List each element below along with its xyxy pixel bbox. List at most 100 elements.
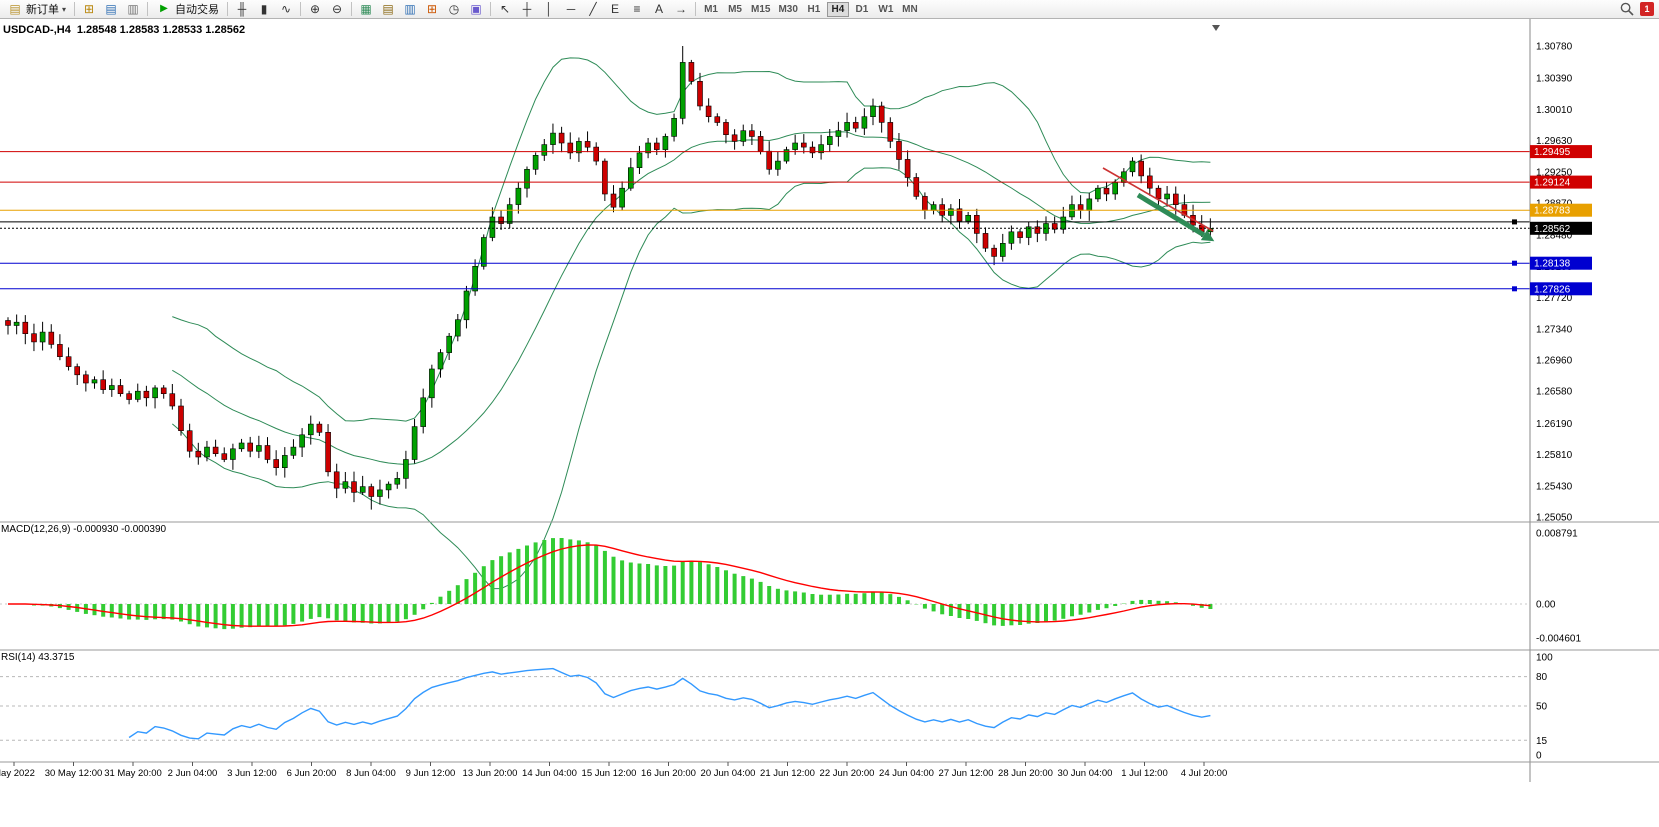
market-watch-button[interactable]: ▥: [122, 1, 144, 18]
zoom-out-icon: ⊖: [331, 2, 343, 16]
horizontal-levels[interactable]: [0, 151, 1530, 292]
price-axis[interactable]: 1.307801.303901.300101.296301.292501.288…: [1530, 42, 1592, 762]
crosshair-button[interactable]: ┼: [516, 1, 538, 18]
candle-body: [576, 141, 582, 154]
timeframe-m15-button[interactable]: M15: [748, 2, 773, 17]
level-line-handle[interactable]: [1512, 286, 1517, 292]
chart-symbol-period: USDCAD-,H4: [3, 24, 71, 36]
candle-body: [463, 290, 470, 321]
time-axis-label: 27 Jun 12:00: [939, 768, 994, 779]
macd-histogram-bar: [239, 604, 244, 628]
level-line-handle[interactable]: [1512, 260, 1517, 266]
macd-histogram-bar: [784, 590, 789, 604]
macd-histogram-bar: [438, 596, 443, 604]
timeframe-h1-button[interactable]: H1: [803, 2, 825, 17]
candle-body: [532, 155, 539, 170]
price-axis-label: 1.26190: [1536, 419, 1573, 430]
add-chart-button[interactable]: ⊞: [421, 1, 443, 18]
candle-body: [1008, 231, 1015, 244]
macd-histogram-bar: [948, 604, 953, 616]
zoom-out-button[interactable]: ⊖: [326, 1, 348, 18]
arrows-button[interactable]: →: [670, 1, 692, 18]
timeframe-m5-button[interactable]: M5: [724, 2, 746, 17]
candle-body: [351, 481, 357, 493]
profiles-button[interactable]: ▤: [100, 1, 122, 18]
candle-body: [264, 445, 271, 460]
macd-histogram-bar: [888, 594, 893, 604]
candle-body: [1017, 231, 1023, 238]
time-axis-label: 4 Jul 20:00: [1181, 768, 1227, 779]
vertical-line-button[interactable]: │: [538, 1, 560, 18]
candle-body: [1138, 160, 1144, 177]
price-axis-label: 1.27340: [1536, 324, 1573, 335]
indicators-icon: ▤: [382, 2, 394, 16]
annotations[interactable]: [1102, 167, 1215, 242]
timeframe-mn-button[interactable]: MN: [899, 2, 921, 17]
candle-body: [999, 243, 1006, 257]
time-axis-label: 22 Jun 20:00: [820, 768, 875, 779]
template-button[interactable]: ▣: [465, 1, 487, 18]
candle-body: [333, 471, 340, 489]
chart-canvas[interactable]: 1.307801.303901.300101.296301.292501.288…: [0, 19, 1659, 782]
candle-body: [1069, 204, 1075, 218]
candle-body: [1051, 223, 1058, 230]
candlestick-button[interactable]: ▮: [253, 1, 275, 18]
candle-body: [948, 208, 954, 216]
line-chart-button[interactable]: ∿: [275, 1, 297, 18]
macd-indicator-label: MACD(12,26,9) -0.000930 -0.000390: [1, 524, 166, 535]
level-line-handle[interactable]: [1512, 219, 1517, 225]
channel-icon: E: [611, 2, 620, 16]
rsi-axis-label: 100: [1536, 653, 1553, 664]
timeframe-m1-button[interactable]: M1: [700, 2, 722, 17]
macd-histogram-bar: [940, 604, 945, 615]
candle-body: [852, 122, 859, 129]
price-axis-label: 1.26580: [1536, 387, 1573, 398]
new-order-button[interactable]: ▤ 新订单 ▾: [2, 1, 71, 18]
macd-histogram-bar: [256, 604, 261, 627]
time-axis-label: 15 Jun 12:00: [582, 768, 637, 779]
horizontal-line-button[interactable]: ─: [560, 1, 582, 18]
candle-body: [602, 160, 608, 195]
tile-windows-button[interactable]: ▦: [355, 1, 377, 18]
new-chart-button[interactable]: ⊞: [78, 1, 100, 18]
time-axis-label: 24 Jun 04:00: [879, 768, 934, 779]
trendline-button[interactable]: ╱: [582, 1, 604, 18]
indicator-window-button[interactable]: ▥: [399, 1, 421, 18]
price-scale-area[interactable]: [1530, 19, 1659, 782]
timeframe-m30-button[interactable]: M30: [775, 2, 800, 17]
arrow-annotation-shaft[interactable]: [1136, 192, 1206, 238]
timeframe-d1-button[interactable]: D1: [851, 2, 873, 17]
clock-button[interactable]: ◷: [443, 1, 465, 18]
time-axis-label: 2 Jun 04:00: [168, 768, 218, 779]
candle-body: [965, 215, 972, 222]
time-axis-label: 8 Jun 04:00: [346, 768, 396, 779]
bar-chart-button[interactable]: ╫: [231, 1, 253, 18]
horizontal-line-icon: ─: [566, 2, 576, 16]
trendline-annotation[interactable]: [1102, 167, 1214, 232]
price-axis-label: 1.25050: [1536, 513, 1573, 524]
candle-body: [316, 423, 323, 433]
macd-histogram-bar: [1035, 604, 1040, 623]
auto-trading-button[interactable]: ▶ 自动交易: [151, 1, 224, 18]
candle-body: [800, 142, 807, 148]
channel-button[interactable]: E: [604, 1, 626, 18]
notification-badge[interactable]: 1: [1640, 2, 1654, 16]
cursor-button[interactable]: ↖: [494, 1, 516, 18]
zoom-in-button[interactable]: ⊕: [304, 1, 326, 18]
rsi-axis-label: 0: [1536, 751, 1542, 762]
candle-body: [472, 266, 478, 292]
candle-body: [1060, 216, 1067, 230]
timeframe-h4-button[interactable]: H4: [826, 1, 849, 17]
macd-histogram-bar: [205, 604, 209, 628]
fibonacci-button[interactable]: ≡: [626, 1, 648, 18]
candle-body: [238, 442, 245, 450]
chart-shift-marker[interactable]: [1212, 25, 1220, 31]
indicators-button[interactable]: ▤: [377, 1, 399, 18]
text-button[interactable]: A: [648, 1, 670, 18]
arrow-annotation-head[interactable]: [1200, 229, 1215, 242]
macd-histogram-bar: [230, 604, 235, 629]
timeframe-w1-button[interactable]: W1: [875, 2, 897, 17]
macd-histogram-bar: [637, 563, 642, 604]
search-button[interactable]: [1617, 1, 1637, 18]
